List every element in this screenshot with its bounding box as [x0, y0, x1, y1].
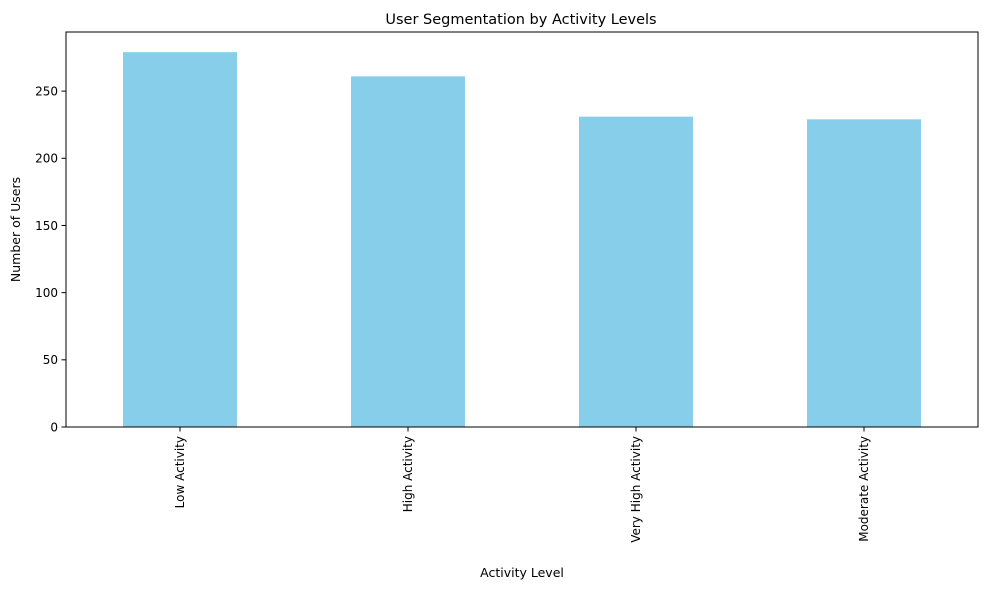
y-axis-label: Number of Users: [8, 177, 23, 282]
bar-high-activity: [351, 76, 465, 427]
bar-moderate-activity: [807, 119, 921, 427]
x-tick-label: Low Activity: [173, 436, 187, 508]
y-tick-label: 100: [35, 286, 58, 300]
plot-area-frame: [65, 31, 979, 428]
x-tick-label: High Activity: [401, 436, 415, 512]
bars-layer: [123, 52, 921, 428]
x-tick-label: Very High Activity: [629, 436, 643, 543]
y-axis: 0 50 100 150 200 250: [35, 84, 66, 434]
x-axis: Low Activity High Activity Very High Activ…: [173, 427, 871, 543]
bar-low-activity: [123, 52, 237, 428]
y-tick-label: 0: [50, 420, 58, 434]
y-tick-label: 50: [43, 353, 58, 367]
y-tick-label: 150: [35, 219, 58, 233]
x-axis-label: Activity Level: [480, 565, 564, 580]
bar-very-high-activity: [579, 116, 693, 427]
y-tick-label: 200: [35, 152, 58, 166]
chart-title: User Segmentation by Activity Levels: [385, 12, 656, 28]
x-tick-label: Moderate Activity: [857, 436, 871, 542]
y-tick-label: 250: [35, 84, 58, 98]
